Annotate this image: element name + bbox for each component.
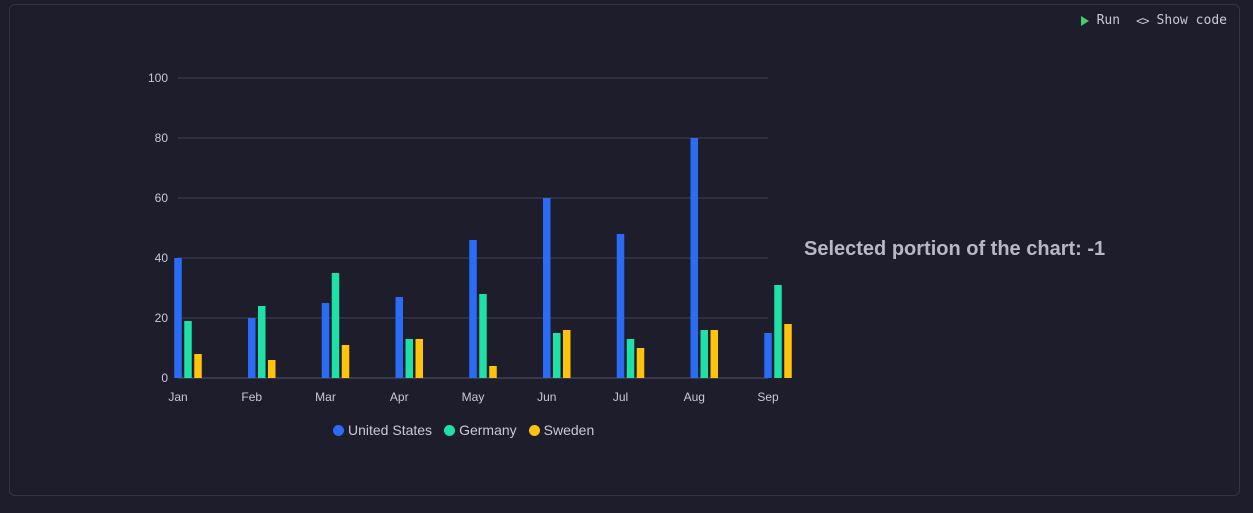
x-axis-ticks: Jan Feb Mar Apr May Jun Jul Aug Sep — [168, 390, 779, 404]
bar-sweden-jan[interactable] — [194, 354, 202, 378]
legend-item-sweden[interactable]: Sweden — [528, 422, 595, 438]
toolbar: Run <> Show code — [1080, 13, 1227, 28]
y-tick-label: 40 — [155, 251, 169, 265]
y-tick-label: 60 — [155, 191, 169, 205]
legend-item-united-states[interactable]: United States — [333, 422, 432, 438]
legend-swatch — [528, 424, 540, 436]
x-tick-label: Aug — [684, 390, 705, 404]
bar-germany-may[interactable] — [479, 294, 487, 378]
x-tick-label: Feb — [241, 390, 262, 404]
bar-sweden-apr[interactable] — [415, 339, 424, 378]
bar-germany-jan[interactable] — [184, 321, 192, 378]
bar-sweden-feb[interactable] — [268, 360, 276, 378]
chart-legend: United States Germany Sweden — [333, 422, 594, 438]
bar-germany-jul[interactable] — [626, 339, 635, 378]
bar-germany-mar[interactable] — [331, 273, 340, 378]
bar-sweden-aug[interactable] — [710, 330, 719, 378]
bars[interactable] — [174, 138, 792, 378]
legend-swatch — [333, 424, 344, 436]
bar-sweden-may[interactable] — [489, 366, 497, 378]
y-tick-label: 80 — [155, 131, 169, 145]
bar-chart[interactable]: 0 20 40 60 80 100 Jan Feb Mar Apr May Jun Jul Aug Sep — [0, 0, 800, 420]
bar-united-states-sep[interactable] — [764, 333, 772, 378]
bar-sweden-sep[interactable] — [784, 324, 792, 378]
bar-united-states-jul[interactable] — [616, 234, 625, 378]
bar-united-states-jun[interactable] — [543, 198, 551, 378]
legend-label: Sweden — [543, 422, 595, 438]
code-brackets-icon: <> — [1136, 13, 1149, 28]
x-tick-label: Jun — [537, 390, 556, 404]
bar-united-states-mar[interactable] — [321, 303, 330, 378]
x-tick-label: Sep — [757, 390, 779, 404]
y-tick-label: 100 — [148, 71, 168, 85]
bar-sweden-jul[interactable] — [636, 348, 645, 378]
x-tick-label: Jul — [613, 390, 628, 404]
legend-label: Germany — [459, 422, 517, 438]
selection-status: Selected portion of the chart: -1 — [804, 238, 1106, 260]
y-tick-label: 20 — [155, 311, 169, 325]
legend-swatch — [444, 424, 456, 436]
chart-panel: Run <> Show code — [9, 4, 1240, 496]
bar-united-states-jan[interactable] — [174, 258, 182, 378]
bar-sweden-jun[interactable] — [563, 330, 571, 378]
run-label: Run — [1096, 13, 1121, 28]
legend-item-germany[interactable]: Germany — [444, 422, 517, 438]
y-tick-label: 0 — [161, 371, 168, 385]
y-axis-ticks: 0 20 40 60 80 100 — [148, 71, 168, 385]
bar-united-states-apr[interactable] — [395, 297, 404, 378]
bar-united-states-aug[interactable] — [690, 138, 699, 378]
show-code-button[interactable]: <> Show code — [1136, 13, 1227, 28]
bar-germany-apr[interactable] — [405, 339, 414, 378]
run-button[interactable]: Run — [1080, 13, 1121, 28]
show-code-label: Show code — [1156, 13, 1227, 28]
bar-united-states-may[interactable] — [469, 240, 477, 378]
bar-germany-aug[interactable] — [700, 330, 709, 378]
legend-label: United States — [348, 422, 433, 438]
bar-sweden-mar[interactable] — [341, 345, 350, 378]
x-tick-label: Jan — [168, 390, 187, 404]
play-icon — [1080, 15, 1089, 26]
bar-germany-feb[interactable] — [258, 306, 266, 378]
bar-germany-sep[interactable] — [774, 285, 782, 378]
bar-united-states-feb[interactable] — [248, 318, 256, 378]
x-tick-label: May — [462, 390, 485, 404]
x-tick-label: Apr — [390, 390, 409, 404]
x-tick-label: Mar — [315, 390, 336, 404]
bar-germany-jun[interactable] — [553, 333, 561, 378]
